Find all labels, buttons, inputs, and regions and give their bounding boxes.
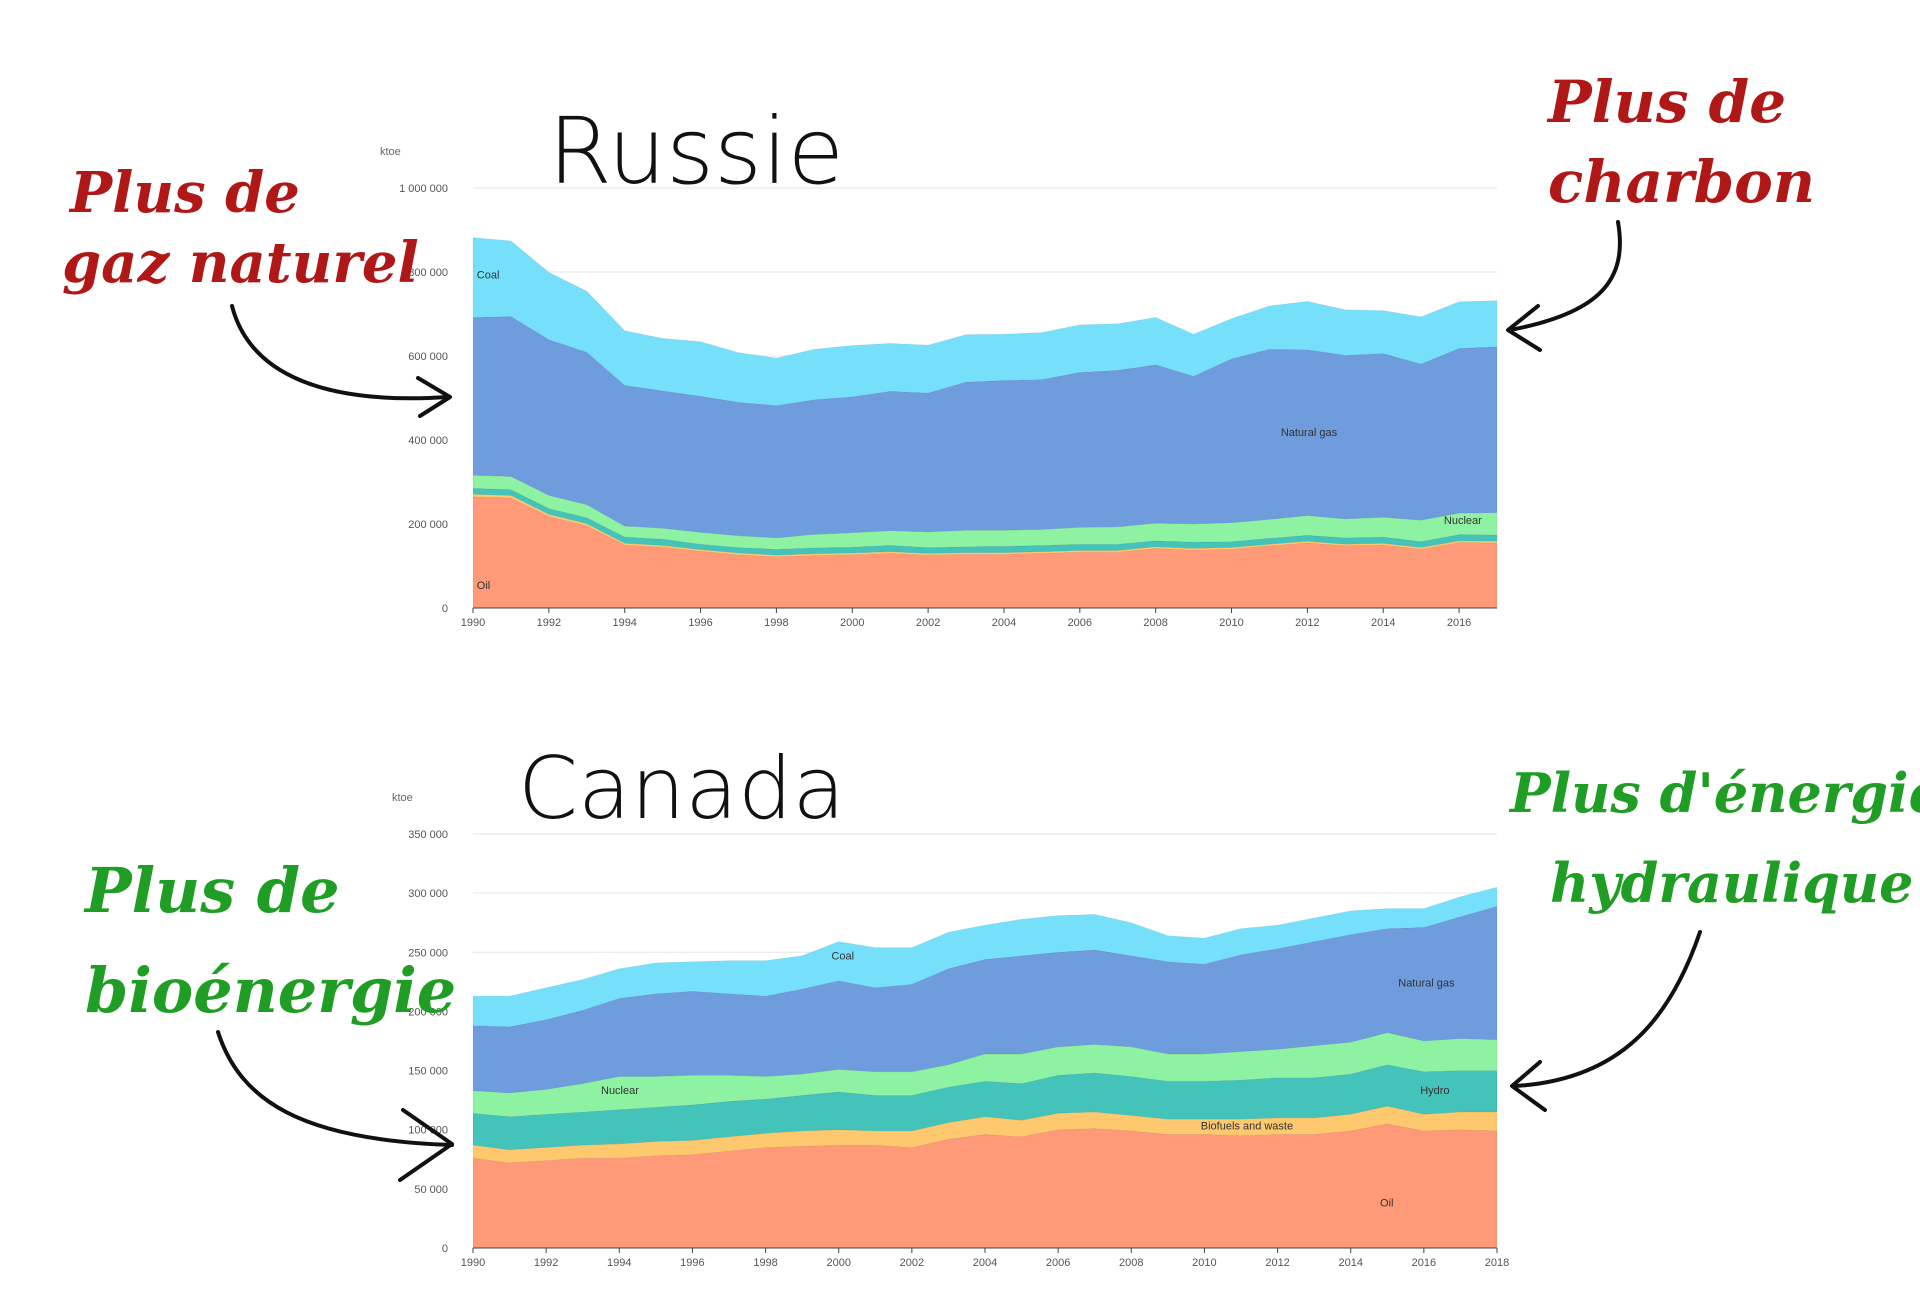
- series-label-nuclear: Nuclear: [601, 1085, 639, 1097]
- x-tick-label: 1990: [461, 617, 485, 629]
- area-biofuels: [472, 493, 1498, 558]
- note-canada-right-line2: hydraulique: [1550, 851, 1914, 915]
- x-tick-label: 1994: [607, 1257, 631, 1269]
- series-label-coal: Coal: [477, 269, 500, 281]
- x-tick-label: 2000: [826, 1257, 850, 1269]
- x-tick-label: 1998: [764, 617, 788, 629]
- series-label-oil: Oil: [1380, 1198, 1393, 1210]
- series-label-coal: Coal: [831, 950, 854, 962]
- russia-title: Russie: [548, 98, 844, 205]
- y-tick-label: 250 000: [408, 947, 448, 959]
- note-canada-left-line2: bioénergie: [85, 954, 456, 1027]
- x-tick-label: 2000: [840, 617, 864, 629]
- x-tick-label: 2004: [973, 1257, 997, 1269]
- arrow-russia-left: [230, 304, 452, 418]
- x-tick-label: 2014: [1371, 617, 1395, 629]
- y-unit-label: ktoe: [380, 146, 401, 158]
- x-tick-label: 2008: [1143, 617, 1167, 629]
- y-tick-label: 200 000: [408, 1006, 448, 1018]
- y-tick-label: 50 000: [414, 1184, 448, 1196]
- x-tick-label: 2010: [1219, 617, 1243, 629]
- canada-title: Canada: [518, 739, 845, 839]
- series-label-natural-gas: Natural gas: [1281, 427, 1338, 439]
- x-tick-label: 2002: [900, 1257, 924, 1269]
- note-russia-left-line2: gaz naturel: [62, 230, 419, 296]
- x-tick-label: 2012: [1295, 617, 1319, 629]
- series-label-oil: Oil: [477, 580, 490, 592]
- area-hydro: [472, 487, 1498, 556]
- series-label-natural-gas: Natural gas: [1398, 978, 1455, 990]
- x-tick-label: 2002: [916, 617, 940, 629]
- y-tick-label: 0: [442, 603, 448, 615]
- y-tick-label: 350 000: [408, 829, 448, 841]
- x-tick-label: 2004: [992, 617, 1016, 629]
- x-tick-label: 2016: [1447, 617, 1471, 629]
- x-tick-label: 2010: [1192, 1257, 1216, 1269]
- arrow-canada-left: [216, 1030, 454, 1182]
- y-tick-label: 400 000: [408, 435, 448, 447]
- y-tick-label: 800 000: [408, 267, 448, 279]
- series-label-hydro: Hydro: [1420, 1085, 1449, 1097]
- y-tick-label: 0: [442, 1243, 448, 1255]
- x-tick-label: 2006: [1068, 617, 1092, 629]
- x-tick-label: 1992: [537, 617, 561, 629]
- area-coal: [472, 886, 1498, 1028]
- series-label-biofuels-and-waste: Biofuels and waste: [1201, 1121, 1293, 1133]
- x-tick-label: 2008: [1119, 1257, 1143, 1269]
- x-tick-label: 1998: [753, 1257, 777, 1269]
- arrow-russia-right: [1506, 220, 1622, 352]
- y-tick-label: 200 000: [408, 519, 448, 531]
- x-tick-label: 1996: [688, 617, 712, 629]
- area-nuclear: [472, 474, 1498, 550]
- russia-chart: ktoe 0 200 000 400 000 600 000 800 000 1 000 0…: [380, 146, 1498, 629]
- x-tick-label: 2016: [1412, 1257, 1436, 1269]
- note-canada-left-line1: Plus de: [83, 854, 340, 927]
- x-tick-label: 2012: [1265, 1257, 1289, 1269]
- note-russia-right-line2: charbon: [1548, 148, 1815, 216]
- y-unit-label: ktoe: [392, 792, 413, 804]
- area-natural-gas: [472, 316, 1498, 539]
- series-label-nuclear: Nuclear: [1444, 515, 1482, 527]
- x-tick-label: 1996: [680, 1257, 704, 1269]
- note-canada-right-line1: Plus d'énergie: [1508, 761, 1920, 825]
- note-russia-left-line1: Plus de: [68, 160, 300, 226]
- x-tick-label: 2006: [1046, 1257, 1070, 1269]
- x-tick-label: 1992: [534, 1257, 558, 1269]
- area-coal: [472, 237, 1498, 406]
- y-tick-label: 150 000: [408, 1066, 448, 1078]
- y-tick-label: 600 000: [408, 351, 448, 363]
- arrow-canada-right: [1510, 930, 1702, 1112]
- x-tick-label: 1990: [461, 1257, 485, 1269]
- x-tick-label: 2014: [1338, 1257, 1362, 1269]
- x-tick-label: 1994: [612, 617, 636, 629]
- y-tick-label: 1 000 000: [399, 183, 448, 195]
- y-tick-label: 300 000: [408, 888, 448, 900]
- x-tick-label: 2018: [1485, 1257, 1509, 1269]
- note-russia-right-line1: Plus de: [1546, 68, 1786, 136]
